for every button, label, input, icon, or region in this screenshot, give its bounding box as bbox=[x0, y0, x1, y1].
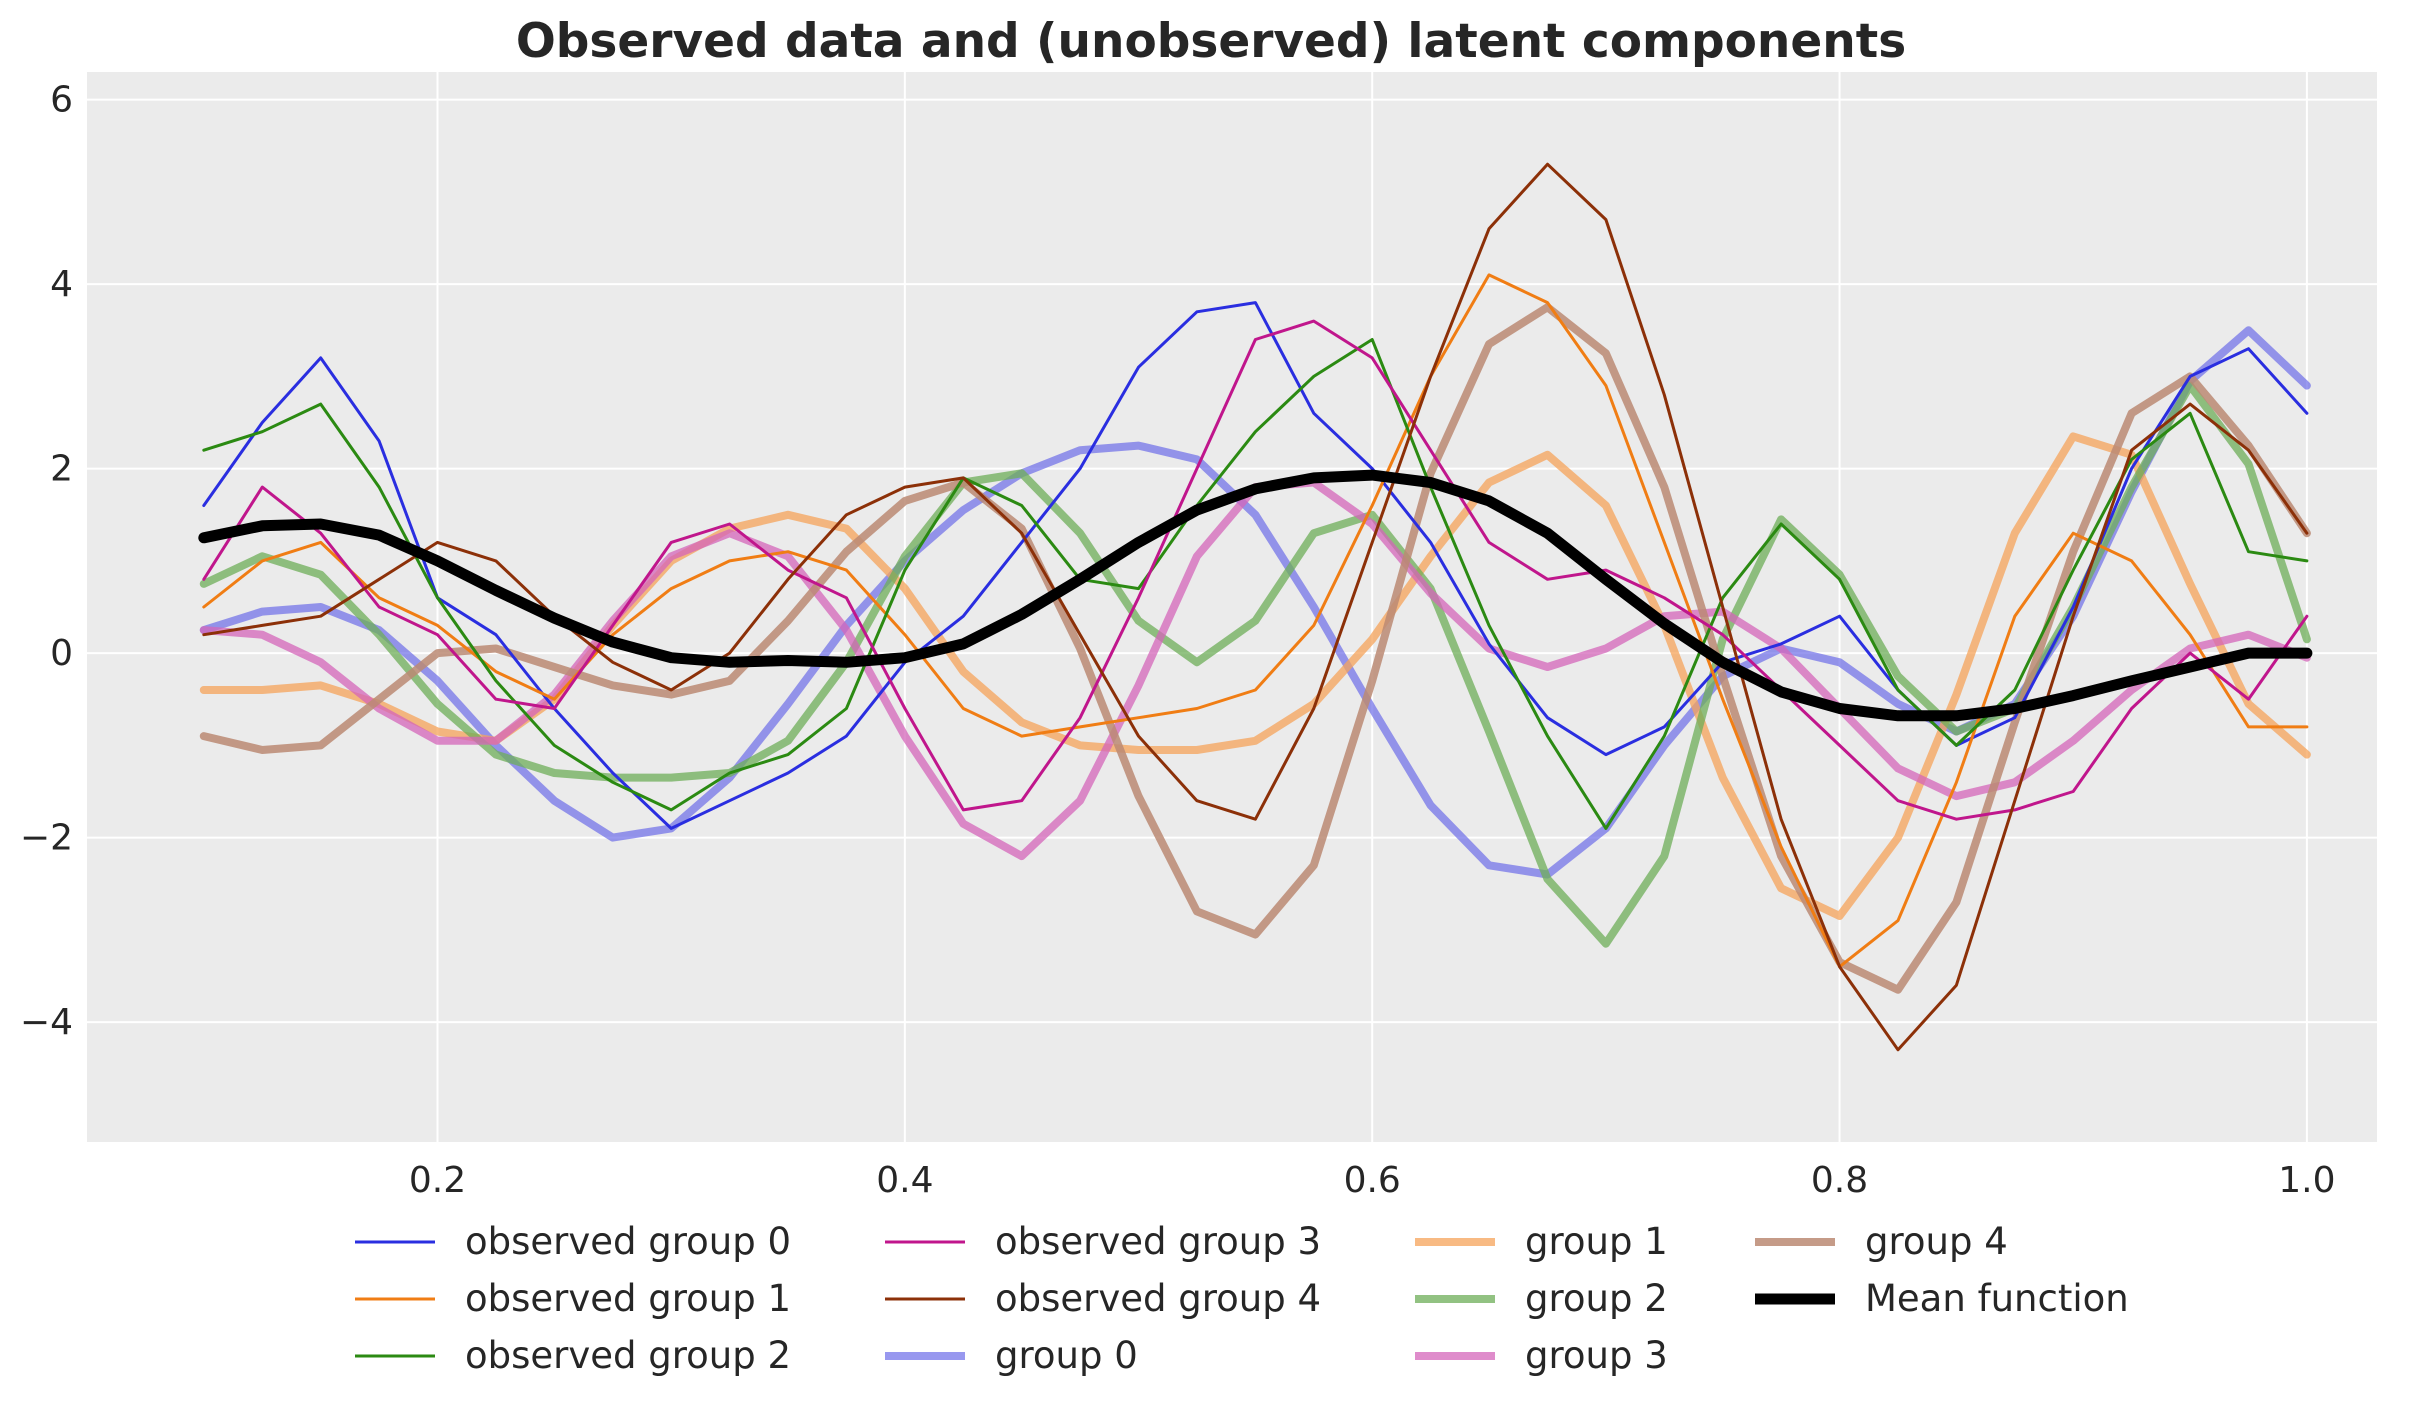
x-tick-label: 0.8 bbox=[1811, 1160, 1868, 1201]
plot-area bbox=[87, 72, 2377, 1142]
legend-label-observed-group-0: observed group 0 bbox=[465, 1220, 791, 1263]
legend-label-observed-group-2: observed group 2 bbox=[465, 1334, 791, 1377]
legend-label-observed-group-3: observed group 3 bbox=[995, 1220, 1321, 1263]
axis-tick-labels: 0.2 0.4 0.6 0.8 1.0 −4 −2 0 2 4 6 bbox=[20, 80, 2336, 1201]
series-line-observed-group-2 bbox=[202, 338, 2309, 830]
series-line-group-4 bbox=[199, 303, 2311, 994]
legend-label-observed-group-4: observed group 4 bbox=[995, 1277, 1321, 1320]
y-tick-label: −2 bbox=[20, 818, 73, 859]
series-line-group-2 bbox=[199, 381, 2311, 948]
y-tick-label: 6 bbox=[50, 80, 73, 121]
x-tick-label: 0.4 bbox=[876, 1160, 933, 1201]
series-line-observed-group-3 bbox=[202, 319, 2309, 821]
legend-label-group-2: group 2 bbox=[1525, 1277, 1668, 1320]
y-tick-label: 2 bbox=[50, 449, 73, 490]
x-tick-label: 0.2 bbox=[409, 1160, 466, 1201]
x-tick-label: 1.0 bbox=[2278, 1160, 2335, 1201]
legend: observed group 0 observed group 1 observed… bbox=[355, 1220, 2129, 1377]
legend-label-group-4: group 4 bbox=[1865, 1220, 2008, 1263]
legend-label-group-1: group 1 bbox=[1525, 1220, 1668, 1263]
chart-title: Observed data and (unobserved) latent co… bbox=[516, 14, 1906, 69]
y-tick-label: 4 bbox=[50, 264, 73, 305]
legend-label-mean-function: Mean function bbox=[1865, 1277, 2129, 1320]
y-tick-label: 0 bbox=[50, 633, 73, 674]
grid bbox=[87, 72, 2377, 1142]
y-tick-label: −4 bbox=[20, 1002, 73, 1043]
x-tick-label: 0.6 bbox=[1344, 1160, 1401, 1201]
series-line-mean-function bbox=[198, 469, 2313, 722]
series-line-observed-group-1 bbox=[202, 273, 2309, 969]
series-lines bbox=[198, 162, 2313, 1052]
legend-label-group-3: group 3 bbox=[1525, 1334, 1668, 1377]
legend-label-observed-group-1: observed group 1 bbox=[465, 1277, 791, 1320]
legend-label-group-0: group 0 bbox=[995, 1334, 1138, 1377]
